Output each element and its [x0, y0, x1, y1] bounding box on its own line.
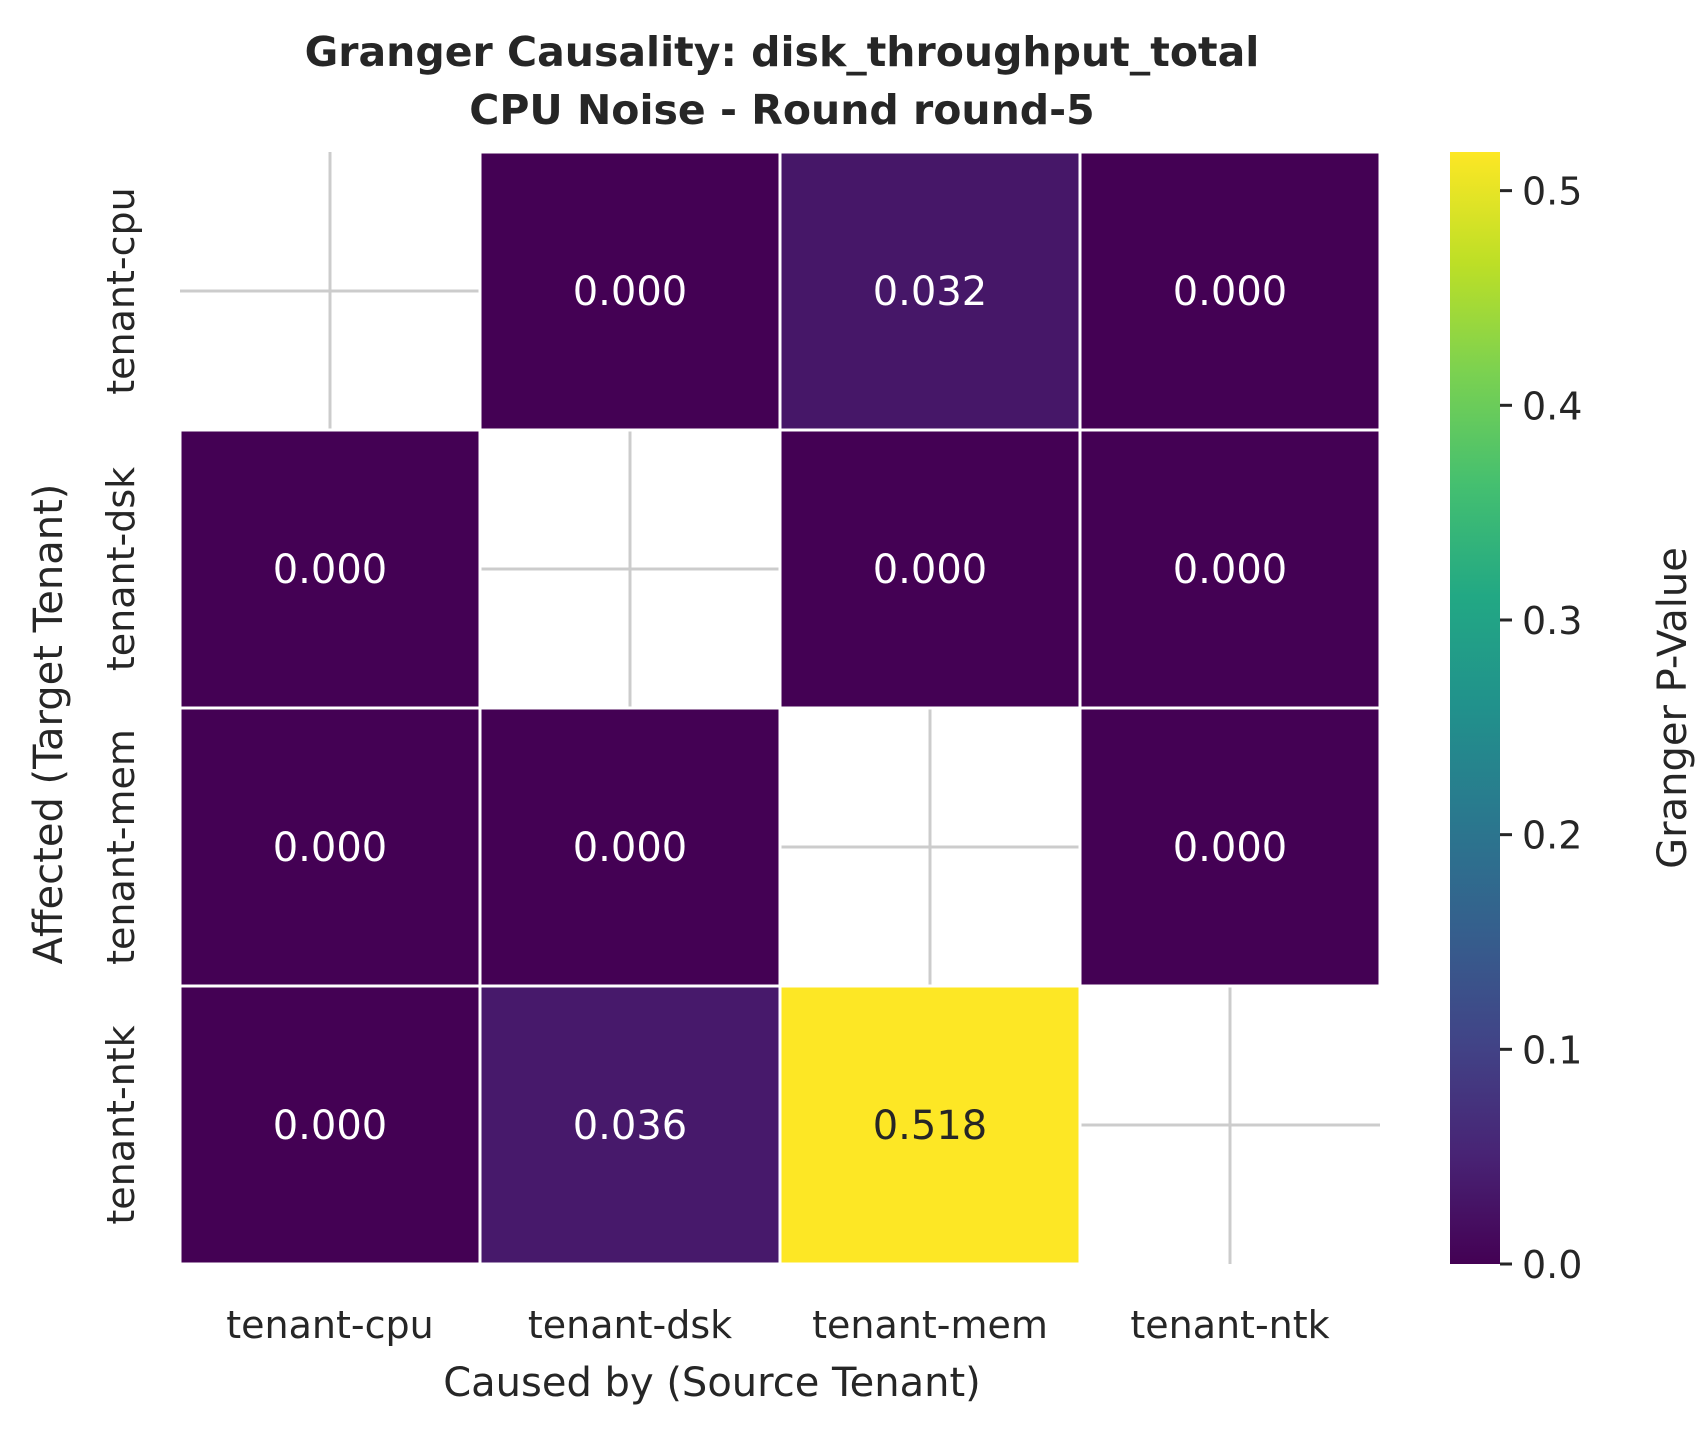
colorbar-tick-label: 0.5	[1522, 170, 1582, 214]
cell-value-label: 0.000	[273, 825, 388, 871]
cell-value-label: 0.000	[873, 547, 988, 593]
colorbar-tick-label: 0.2	[1522, 814, 1582, 858]
heatmap-cell	[478, 706, 782, 988]
x-tick-label: tenant-dsk	[528, 1303, 732, 1347]
cell-value-label: 0.032	[873, 269, 988, 315]
heatmap-cell-labels: 0.000 0.032 0.000 0.000 0.000 0.000 0.000 0.000…	[273, 269, 1288, 1149]
heatmap-cell	[1078, 706, 1382, 988]
cell-value-label: 0.000	[273, 547, 388, 593]
x-axis-label: Caused by (Source Tenant)	[443, 1360, 981, 1406]
heatmap-cells	[178, 150, 1382, 1266]
cell-value-label: 0.000	[573, 269, 688, 315]
colorbar	[1450, 152, 1500, 1264]
y-tick-label: tenant-ntk	[99, 1025, 143, 1224]
y-axis-ticks: tenant-cpu tenant-dsk tenant-mem tenant-ntk	[99, 187, 143, 1224]
chart-subtitle: CPU Noise - Round round-5	[469, 86, 1094, 134]
x-tick-label: tenant-ntk	[1130, 1303, 1329, 1347]
cell-value-label: 0.000	[273, 1103, 388, 1149]
x-tick-label: tenant-cpu	[226, 1303, 433, 1347]
colorbar-ticks: 0.0 0.1 0.2 0.3 0.4 0.5	[1500, 170, 1582, 1287]
colorbar-tick-label: 0.0	[1522, 1243, 1582, 1287]
cell-value-label: 0.000	[1173, 547, 1288, 593]
x-tick-label: tenant-mem	[812, 1303, 1048, 1347]
chart-title: Granger Causality: disk_throughput_total	[305, 28, 1260, 76]
cell-value-label: 0.000	[1173, 269, 1288, 315]
cell-value-label: 0.000	[1173, 825, 1288, 871]
colorbar-tick-label: 0.1	[1522, 1028, 1582, 1072]
y-tick-label: tenant-mem	[99, 729, 143, 965]
y-tick-label: tenant-dsk	[99, 467, 143, 671]
cell-value-label: 0.000	[573, 825, 688, 871]
heatmap-cell	[778, 984, 1082, 1266]
colorbar-tick-label: 0.3	[1522, 599, 1582, 643]
heatmap-cell	[178, 428, 482, 710]
heatmap-cell	[1078, 150, 1382, 432]
heatmap-cell	[478, 150, 782, 432]
heatmap-cell	[478, 984, 782, 1266]
cell-value-label: 0.036	[573, 1103, 688, 1149]
y-tick-label: tenant-cpu	[99, 187, 143, 394]
heatmap-cell	[178, 706, 482, 988]
cell-value-label: 0.518	[873, 1103, 988, 1149]
y-axis-label: Affected (Target Tenant)	[26, 484, 72, 965]
colorbar-label: Granger P-Value	[1650, 547, 1696, 869]
x-axis-ticks: tenant-cpu tenant-dsk tenant-mem tenant-ntk	[226, 1303, 1329, 1347]
colorbar-tick-label: 0.4	[1522, 384, 1582, 428]
heatmap-cell	[778, 150, 1082, 432]
heatmap-cell	[1078, 428, 1382, 710]
